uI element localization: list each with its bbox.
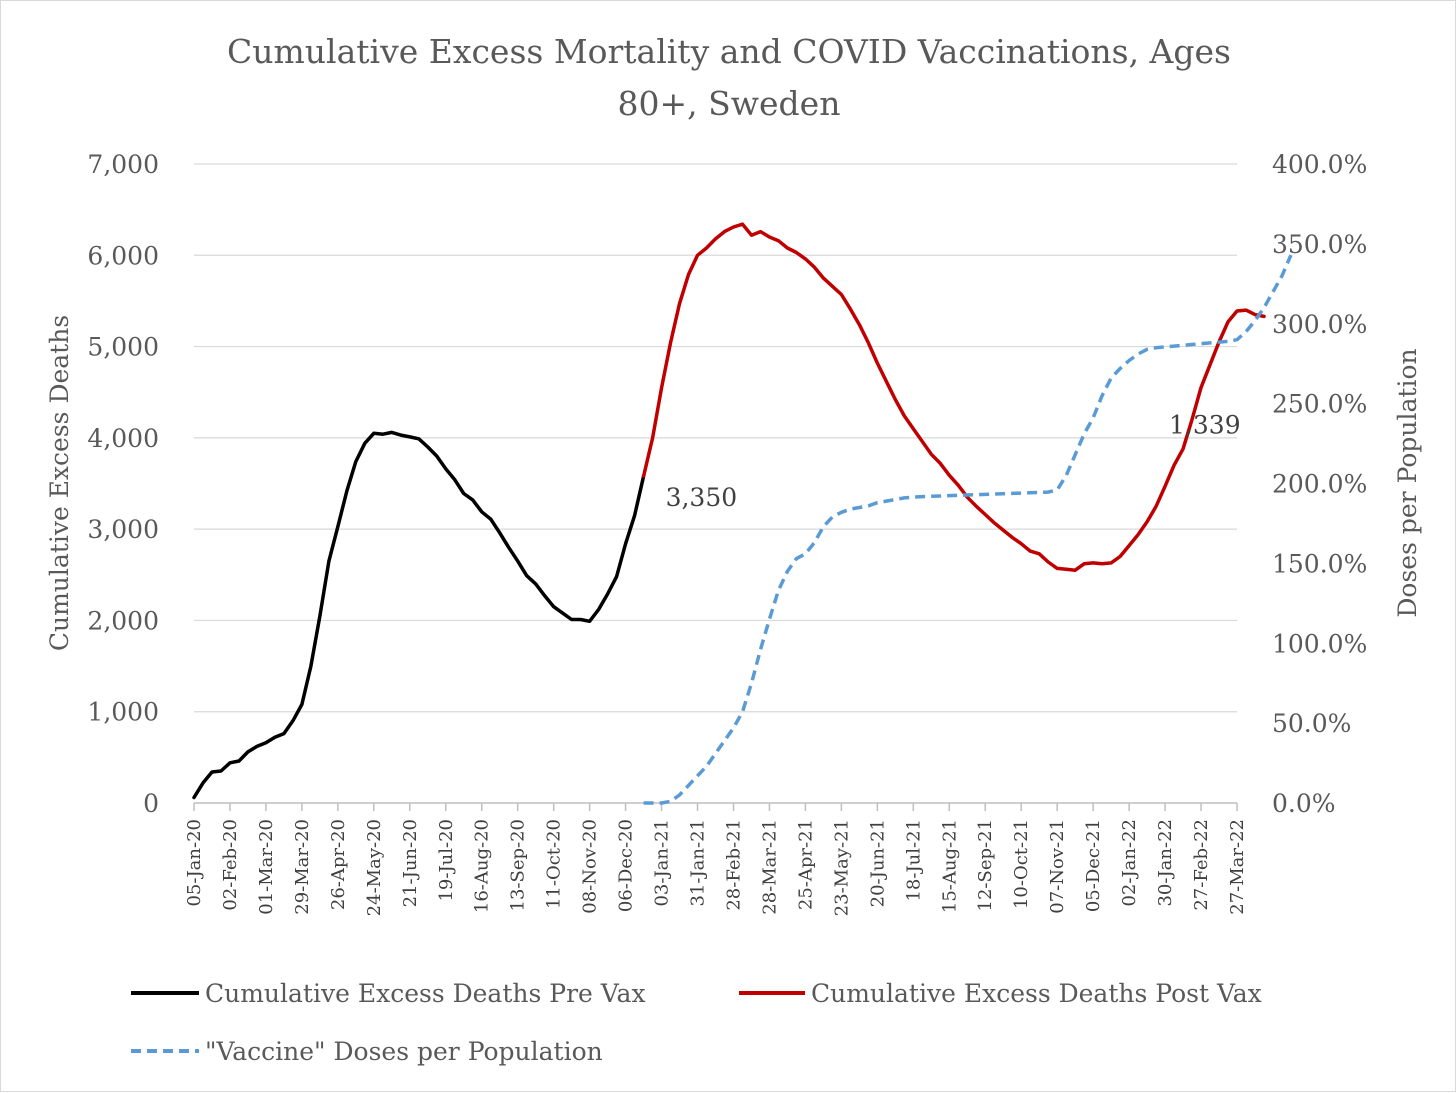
y2-tick-label: 200.0% [1272,470,1367,499]
y-tick-label: 6,000 [87,241,159,270]
x-tick-label: 19-Jul-20 [436,819,457,902]
x-tick-label: 21-Jun-20 [400,819,421,907]
y2-tick-label: 350.0% [1272,230,1367,259]
x-tick-label: 05-Jan-20 [184,819,205,907]
x-axis: 05-Jan-20 02-Feb-20 01-Mar-20 29-Mar-20 26-A… [184,803,1248,916]
x-tick-label: 08-Nov-20 [580,819,601,914]
x-tick-label: 20-Jun-21 [867,819,888,907]
y-tick-label: 3,000 [87,515,159,544]
y-tick-label: 7,000 [87,150,159,179]
x-tick-label: 02-Feb-20 [220,819,241,911]
x-tick-label: 29-Mar-20 [292,819,313,915]
y-tick-label: 1,000 [87,698,159,727]
x-tick-label: 26-Apr-20 [328,819,349,910]
x-tick-label: 30-Jan-22 [1155,819,1176,907]
x-tick-label: 27-Feb-22 [1191,819,1212,911]
legend: Cumulative Excess Deaths Pre Vax Cumulat… [131,979,1262,1066]
x-tick-label: 01-Mar-20 [256,819,277,915]
data-label-post_vax: 1,339 [1169,411,1241,440]
chart-title-line-1: Cumulative Excess Mortality and COVID Va… [227,32,1231,71]
y2-tick-label: 50.0% [1272,709,1351,738]
series-line-post_vax [641,222,1266,572]
y-tick-label: 2,000 [87,606,159,635]
x-tick-label: 23-May-21 [831,819,852,916]
x-tick-label: 13-Sep-20 [508,819,529,911]
y-axis-right: 0.0% 50.0% 100.0% 150.0% 200.0% 250.0% 300.0% 3… [1272,150,1367,818]
x-tick-label: 25-Apr-21 [795,819,816,910]
y2-tick-label: 0.0% [1272,789,1336,818]
x-tick-label: 16-Aug-20 [472,819,493,913]
x-tick-label: 02-Jan-22 [1119,819,1140,907]
x-tick-label: 05-Dec-21 [1083,819,1104,912]
y2-tick-label: 400.0% [1272,150,1367,179]
legend-label-post-vax: Cumulative Excess Deaths Post Vax [811,979,1262,1008]
x-tick-label: 18-Jul-21 [903,819,924,902]
y-axis-title: Cumulative Excess Deaths [45,315,74,651]
y-axis-left: 0 1,000 2,000 3,000 4,000 5,000 6,000 7,000 [87,150,159,818]
y-tick-label: 0 [143,789,159,818]
legend-label-vax-doses: "Vaccine" Doses per Population [205,1037,603,1066]
chart-title-line-2: 80+, Sweden [618,84,841,123]
y-tick-label: 4,000 [87,424,159,453]
x-tick-label: 12-Sep-21 [975,819,996,911]
y2-tick-label: 300.0% [1272,310,1367,339]
x-tick-label: 27-Mar-22 [1227,819,1248,915]
series-line-vax_doses [643,254,1293,805]
x-tick-label: 03-Jan-21 [652,819,673,907]
x-tick-label: 15-Aug-21 [939,819,960,913]
legend-label-pre-vax: Cumulative Excess Deaths Pre Vax [205,979,646,1008]
series-line-pre_vax [192,430,646,800]
y2-axis-title: Doses per Population [1393,348,1422,617]
x-tick-label: 28-Feb-21 [723,819,744,911]
x-tick-label: 28-Mar-21 [759,819,780,915]
y2-tick-label: 250.0% [1272,390,1367,419]
x-tick-label: 31-Jan-21 [688,819,709,907]
x-tick-label: 06-Dec-20 [616,819,637,912]
y2-tick-label: 150.0% [1272,549,1367,578]
x-tick-label: 07-Nov-21 [1047,819,1068,914]
x-tick-label: 24-May-20 [364,819,385,916]
y2-tick-label: 100.0% [1272,629,1367,658]
data-label-pre_vax: 3,350 [666,483,738,512]
y-tick-label: 5,000 [87,333,159,362]
series-lines [192,222,1293,805]
x-tick-label: 11-Oct-20 [544,819,565,909]
x-tick-label: 10-Oct-21 [1011,819,1032,909]
data-labels: 3,350 1,339 [666,411,1241,513]
